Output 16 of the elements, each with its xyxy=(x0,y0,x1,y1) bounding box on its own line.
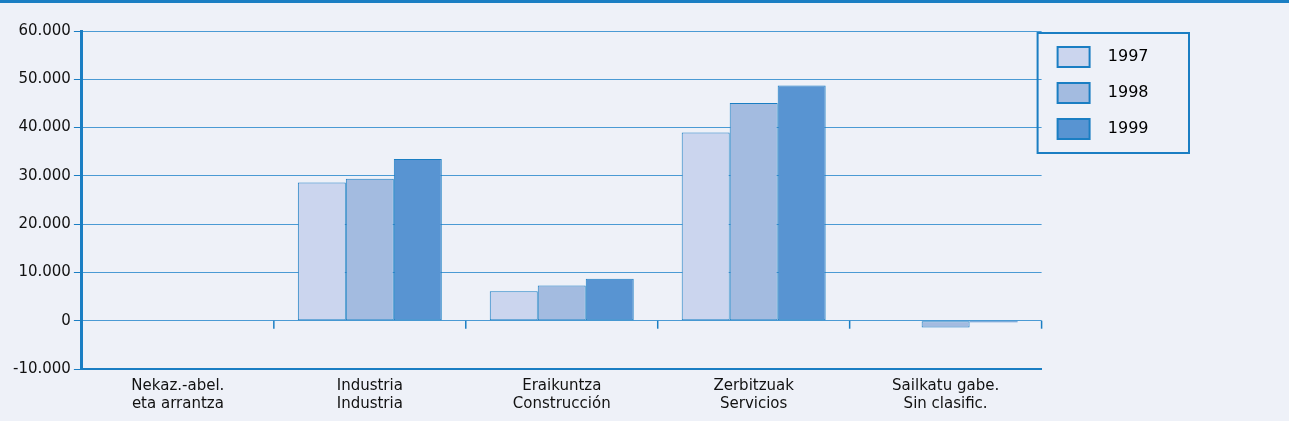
y-tick-label: 20.000 xyxy=(18,214,71,233)
y-tick-label: 0 xyxy=(61,310,71,329)
x-tick-label: Zerbitzuak Servicios xyxy=(713,375,795,412)
x-tick-label: Eraikuntza Construcción xyxy=(512,375,611,412)
x-tick-label: Industria Industria xyxy=(336,375,403,412)
x-tick-label: Nekaz.-abel. eta arrantza xyxy=(131,375,225,412)
x-tick-label: Sailkatu gabe. Sin clasific. xyxy=(892,375,1000,412)
y-tick-label: 40.000 xyxy=(18,117,71,136)
legend-label: 1998 xyxy=(1097,82,1179,102)
y-tick-label: -10.000 xyxy=(12,358,71,377)
legend-label: 1997 xyxy=(1097,46,1179,66)
y-tick-label: 50.000 xyxy=(18,69,71,88)
y-tick-label: 30.000 xyxy=(18,165,71,184)
y-tick-label: 10.000 xyxy=(18,262,71,281)
y-tick-label: 60.000 xyxy=(18,20,71,39)
legend-label: 1999 xyxy=(1097,118,1179,138)
